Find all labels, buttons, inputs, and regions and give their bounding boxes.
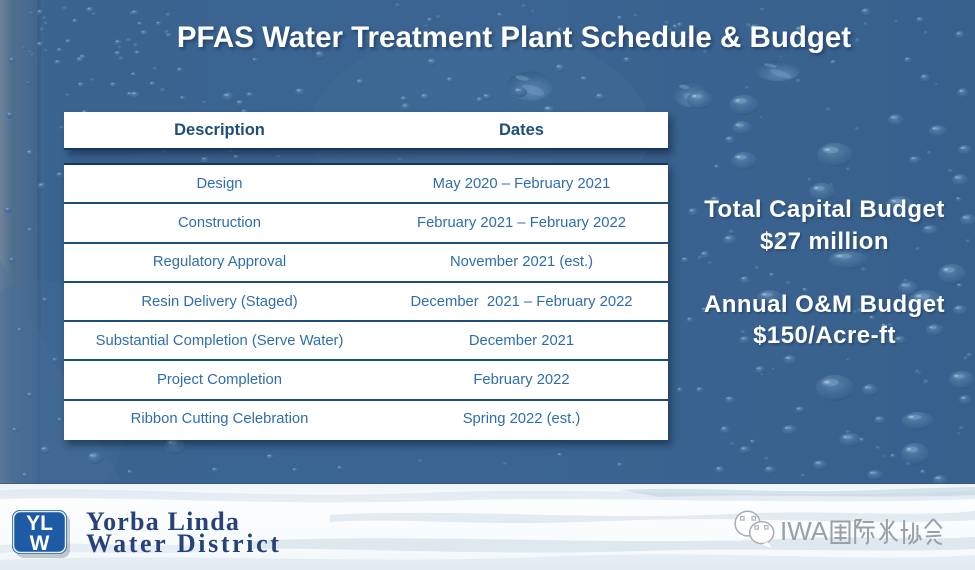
svg-text:W: W — [30, 532, 50, 555]
svg-text:YL: YL — [26, 512, 53, 535]
svg-text:IWA: IWA — [780, 516, 829, 546]
